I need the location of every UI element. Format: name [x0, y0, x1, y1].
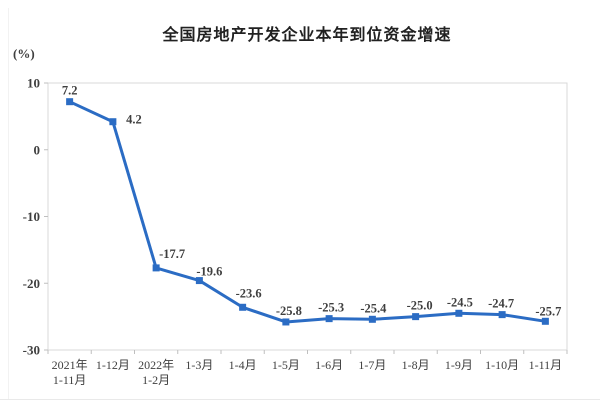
x-axis-category-label: 1-8月 [402, 358, 430, 372]
data-point-label: -17.7 [159, 247, 185, 261]
x-axis-category-label: 1-2月 [142, 373, 170, 387]
data-point-label: -23.6 [236, 286, 262, 300]
x-axis-category-label: 1-6月 [315, 358, 343, 372]
x-axis-category-label: 1-9月 [445, 358, 473, 372]
data-point-marker [412, 313, 420, 321]
x-axis-category-label: 1-3月 [185, 358, 213, 372]
y-axis-tick-label: -30 [23, 343, 40, 358]
data-point-marker [195, 277, 203, 285]
y-axis-tick-label: 10 [27, 76, 40, 91]
y-axis-tick-label: -10 [23, 209, 40, 224]
page-divider-bottom [0, 399, 600, 400]
data-point-marker [325, 315, 333, 323]
data-point-label: -25.0 [407, 299, 433, 313]
data-point-marker [541, 317, 549, 325]
data-point-marker [152, 264, 160, 272]
data-point-label: -19.6 [196, 265, 222, 279]
y-axis-unit-label: (%) [13, 46, 35, 61]
chart-title: 全国房地产开发企业本年到位资金增速 [162, 27, 452, 44]
x-axis-category-label: 1-7月 [358, 358, 386, 372]
data-point-label: -24.5 [447, 295, 473, 309]
x-axis-category-label: 1-11月 [53, 373, 87, 387]
x-axis-category-label: 1-5月 [272, 358, 300, 372]
data-point-label: 4.2 [126, 113, 142, 127]
x-axis-category-label: 1-11月 [529, 358, 563, 372]
x-axis-category-label: 2021年 [52, 358, 88, 372]
data-point-marker [66, 98, 74, 106]
series-line [68, 100, 546, 324]
x-axis-category-label: 1-12月 [96, 358, 130, 372]
data-point-label: -25.7 [535, 304, 561, 318]
data-point-marker [368, 315, 376, 323]
page-divider-left [8, 8, 9, 399]
data-point-marker [498, 311, 506, 319]
x-axis-category-label: 1-4月 [229, 358, 257, 372]
data-point-marker [282, 318, 290, 326]
y-axis-tick-label: 0 [34, 142, 41, 157]
data-point-marker [455, 309, 463, 317]
x-axis-category-label: 1-10月 [485, 358, 519, 372]
data-point-label: -24.7 [488, 297, 514, 311]
data-point-marker [109, 118, 117, 126]
x-axis-category-label: 2022年 [138, 358, 174, 372]
y-axis-tick-label: -20 [23, 276, 40, 291]
data-point-label: -25.3 [318, 301, 344, 315]
data-point-marker [239, 303, 247, 311]
data-point-label: -25.4 [360, 301, 387, 315]
data-point-label: -25.8 [276, 304, 302, 318]
data-point-label: 7.2 [62, 84, 78, 98]
